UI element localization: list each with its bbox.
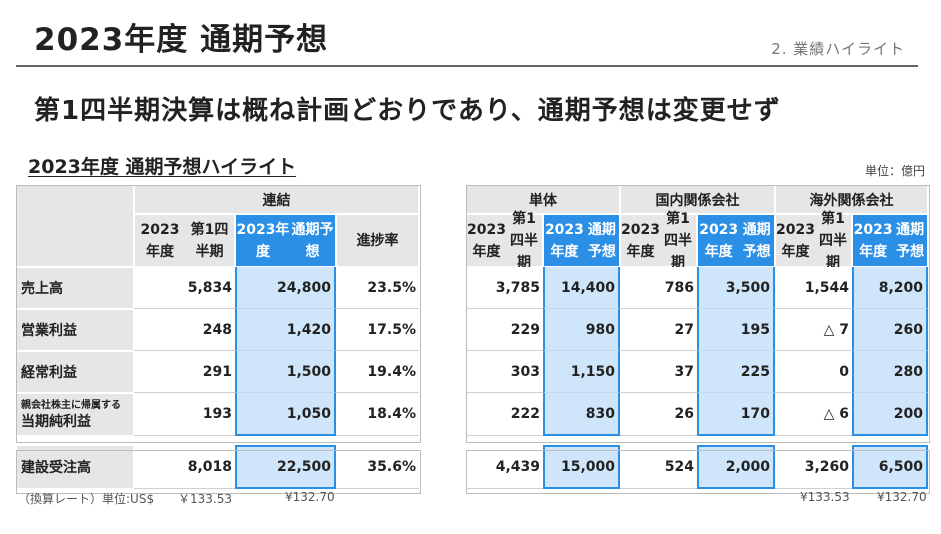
cell-forecast: 1,050 bbox=[235, 393, 336, 436]
cell-q1: 26 bbox=[620, 393, 697, 436]
cell-forecast: 830 bbox=[543, 393, 620, 436]
cell-forecast: 1,150 bbox=[543, 351, 620, 393]
col-header-forecast: 2023年度 通期予想 bbox=[235, 214, 336, 267]
fx-rate-label: （換算レート）単位:US$ bbox=[18, 492, 155, 506]
cell-forecast: 195 bbox=[697, 309, 775, 351]
cell-forecast: 8,200 bbox=[852, 267, 928, 309]
fx-rate-forecast: ¥132.70 bbox=[285, 490, 335, 504]
title-divider bbox=[16, 65, 918, 67]
cell-q1: 524 bbox=[620, 445, 697, 489]
cell-forecast: 280 bbox=[852, 351, 928, 393]
row-spacer bbox=[466, 436, 928, 445]
cell-q1: 291 bbox=[134, 351, 235, 393]
fx-rate-overseas-q1: ¥133.53 bbox=[800, 490, 850, 504]
cell-q1: 37 bbox=[620, 351, 697, 393]
consolidated-header: 連結 bbox=[134, 185, 419, 214]
segment-table: 単体 国内関係会社 海外関係会社 2023年度 第1四半期 2023年度 通期予想 … bbox=[466, 185, 928, 489]
group-header-overseas: 海外関係会社 bbox=[775, 185, 928, 214]
cell-forecast: 24,800 bbox=[235, 267, 336, 309]
row-label-net-income-main: 当期純利益 bbox=[21, 413, 91, 430]
cell-forecast: 170 bbox=[697, 393, 775, 436]
cell-forecast: 2,000 bbox=[697, 445, 775, 489]
fx-rate-q1: ￥133.53 bbox=[178, 492, 232, 506]
col-header-q1: 2023年度 第1四半期 bbox=[134, 214, 235, 267]
cell-q1: △ 6 bbox=[775, 393, 852, 436]
col-header-progress: 進捗率 bbox=[336, 214, 419, 267]
row-label-operating-income: 営業利益 bbox=[16, 309, 134, 351]
cell-q1: 0 bbox=[775, 351, 852, 393]
slide-title: 2023年度 通期予想 bbox=[34, 22, 329, 58]
cell-forecast: 200 bbox=[852, 393, 928, 436]
cell-q1: 248 bbox=[134, 309, 235, 351]
cell-forecast: 260 bbox=[852, 309, 928, 351]
section-label: 2. 業績ハイライト bbox=[771, 40, 905, 58]
cell-q1: 303 bbox=[466, 351, 543, 393]
cell-forecast: 6,500 bbox=[852, 445, 928, 489]
cell-progress: 17.5% bbox=[336, 309, 419, 351]
row-spacer bbox=[16, 436, 419, 445]
cell-q1: 1,544 bbox=[775, 267, 852, 309]
table-title: 2023年度 通期予想ハイライト bbox=[28, 156, 297, 178]
cell-forecast: 3,500 bbox=[697, 267, 775, 309]
cell-forecast: 225 bbox=[697, 351, 775, 393]
headline: 第1四半期決算は概ね計画どおりであり、通期予想は変更せず bbox=[34, 96, 781, 126]
cell-q1: 786 bbox=[620, 267, 697, 309]
cell-q1: 8,018 bbox=[134, 445, 235, 489]
row-label-orders: 建設受注高 bbox=[16, 445, 134, 489]
col-header-forecast: 2023年度 通期予想 bbox=[852, 214, 928, 267]
cell-progress: 35.6% bbox=[336, 445, 419, 489]
cell-forecast: 14,400 bbox=[543, 267, 620, 309]
cell-q1: 3,785 bbox=[466, 267, 543, 309]
cell-q1: 222 bbox=[466, 393, 543, 436]
row-label-sales: 売上高 bbox=[16, 267, 134, 309]
cell-forecast: 1,420 bbox=[235, 309, 336, 351]
col-header-q1: 2023年度 第1四半期 bbox=[620, 211, 697, 271]
cell-q1: △ 7 bbox=[775, 309, 852, 351]
col-header-q1: 2023年度 第1四半期 bbox=[775, 211, 852, 271]
cell-progress: 19.4% bbox=[336, 351, 419, 393]
cell-q1: 229 bbox=[466, 309, 543, 351]
col-header-q1: 2023年度 第1四半期 bbox=[466, 211, 543, 271]
consolidated-table: 連結 2023年度 第1四半期 2023年度 通期予想 進捗率 売上高 5,834 … bbox=[16, 185, 419, 489]
col-header-forecast: 2023年度 通期予想 bbox=[697, 214, 775, 267]
cell-forecast: 1,500 bbox=[235, 351, 336, 393]
unit-label: 単位：億円 bbox=[864, 164, 925, 178]
corner-cell bbox=[16, 185, 134, 267]
cell-q1: 4,439 bbox=[466, 445, 543, 489]
group-header-nonconsolidated: 単体 bbox=[466, 185, 620, 214]
row-label-ordinary-income: 経常利益 bbox=[16, 351, 134, 393]
cell-q1: 193 bbox=[134, 393, 235, 436]
cell-q1: 3,260 bbox=[775, 445, 852, 489]
fx-rate-overseas-forecast: ¥132.70 bbox=[877, 490, 927, 504]
row-label-net-income-prefix: 親会社株主に帰属する bbox=[21, 399, 121, 411]
cell-progress: 18.4% bbox=[336, 393, 419, 436]
cell-forecast: 22,500 bbox=[235, 445, 336, 489]
cell-q1: 27 bbox=[620, 309, 697, 351]
cell-q1: 5,834 bbox=[134, 267, 235, 309]
col-header-forecast: 2023年度 通期予想 bbox=[543, 214, 620, 267]
row-label-net-income: 親会社株主に帰属する 当期純利益 bbox=[16, 393, 134, 436]
cell-forecast: 15,000 bbox=[543, 445, 620, 489]
cell-forecast: 980 bbox=[543, 309, 620, 351]
cell-progress: 23.5% bbox=[336, 267, 419, 309]
group-header-domestic: 国内関係会社 bbox=[620, 185, 775, 214]
